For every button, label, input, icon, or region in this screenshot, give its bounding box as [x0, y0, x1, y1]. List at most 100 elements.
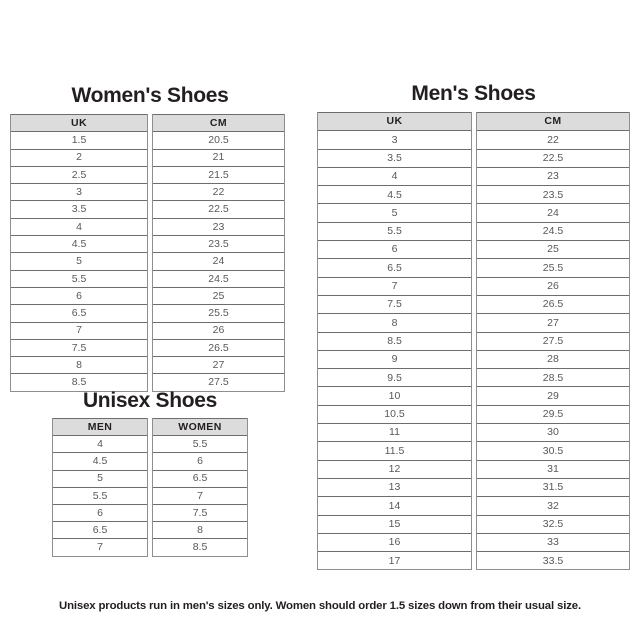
- table-cell: 7: [153, 486, 247, 504]
- table-cell: 25: [477, 240, 629, 259]
- table-cell: 25.5: [477, 258, 629, 277]
- table-cell: 27.5: [153, 373, 284, 391]
- table-cell: 6: [11, 286, 147, 305]
- table-cell: 32.5: [477, 514, 629, 533]
- table-cell: 26: [153, 321, 284, 339]
- table-cell: 8.5: [318, 331, 471, 350]
- table-cell: 6: [153, 452, 247, 470]
- table-cell: 4.5: [53, 452, 147, 470]
- table-cell: 4: [11, 217, 147, 236]
- table-cell: 7.5: [153, 503, 247, 522]
- sizing-footnote: Unisex products run in men's sizes only.…: [59, 600, 581, 612]
- column-header: CM: [477, 112, 629, 131]
- table-cell: 33.5: [477, 551, 629, 570]
- table-cell: 12: [318, 459, 471, 478]
- table-cell: 29: [477, 386, 629, 405]
- table-cell: 6: [318, 240, 471, 259]
- table-cell: 23: [153, 217, 284, 236]
- table-cell: 3.5: [11, 200, 147, 218]
- table-cell: 8: [153, 521, 247, 539]
- table-cell: 31.5: [477, 477, 629, 497]
- table-cell: 27: [153, 356, 284, 374]
- table-cell: 6.5: [153, 469, 247, 487]
- table-cell: 21.5: [153, 165, 284, 184]
- table-cell: 22.5: [477, 148, 629, 167]
- unisex-shoes-title: Unisex Shoes: [82, 389, 218, 412]
- table-cell: 31: [477, 459, 629, 478]
- table-cell: 6: [53, 503, 147, 522]
- table-cell: 21: [153, 148, 284, 166]
- table-cell: 23: [477, 166, 629, 186]
- table-cell: 26: [477, 276, 629, 295]
- table-cell: 4: [53, 435, 147, 453]
- table-cell: 20.5: [153, 131, 284, 149]
- table-cell: 6.5: [11, 304, 147, 322]
- table-cell: 9: [318, 349, 471, 369]
- table-cell: 7.5: [11, 338, 147, 357]
- table-cell: 4.5: [11, 235, 147, 253]
- table-cell: 10: [318, 386, 471, 405]
- table-cell: 8: [11, 356, 147, 374]
- table-cell: 22: [477, 130, 629, 149]
- table-cell: 3.5: [318, 148, 471, 167]
- table-cell: 25.5: [153, 304, 284, 322]
- womens-uk-column: UK 1.5 2 2.5 3 3.5 4 4.5 5 5.5 6 6.5 7 7.5 8 8.5: [10, 114, 148, 392]
- column-header: WOMEN: [153, 418, 247, 436]
- column-header: UK: [11, 114, 147, 132]
- table-cell: 5.5: [11, 269, 147, 287]
- table-cell: 11.5: [318, 441, 471, 460]
- table-cell: 28: [477, 349, 629, 369]
- table-cell: 2: [11, 148, 147, 166]
- womens-cm-column: CM 20.5 21 21.5 22 22.5 23 23.5 24 24.5 25 25.5 26 26…: [152, 114, 285, 392]
- table-cell: 17: [318, 551, 471, 570]
- table-cell: 8.5: [153, 538, 247, 556]
- table-cell: 5: [318, 203, 471, 222]
- table-cell: 26.5: [153, 338, 284, 357]
- table-cell: 6.5: [318, 258, 471, 277]
- table-cell: 28.5: [477, 368, 629, 387]
- table-cell: 32: [477, 496, 629, 515]
- mens-uk-column: UK 3 3.5 4 4.5 5 5.5 6 6.5 7 7.5 8 8.5 9 9.5 10 10.5 11 11…: [317, 112, 472, 571]
- table-cell: 9.5: [318, 368, 471, 387]
- womens-shoes-title: Women's Shoes: [71, 84, 229, 107]
- table-cell: 3: [318, 130, 471, 149]
- table-cell: 14: [318, 496, 471, 515]
- table-cell: 5: [53, 469, 147, 487]
- table-cell: 22: [153, 183, 284, 201]
- table-cell: 6.5: [53, 521, 147, 539]
- womens-shoes-table: UK 1.5 2 2.5 3 3.5 4 4.5 5 5.5 6 6.5 7 7.5 8 8.5 CM 20.5…: [10, 114, 285, 392]
- table-cell: 16: [318, 532, 471, 552]
- table-cell: 7.5: [318, 294, 471, 314]
- table-cell: 24.5: [153, 269, 284, 287]
- table-cell: 4: [318, 166, 471, 186]
- table-cell: 25: [153, 286, 284, 305]
- table-cell: 11: [318, 423, 471, 442]
- table-cell: 7: [53, 538, 147, 556]
- table-cell: 27.5: [477, 331, 629, 350]
- table-cell: 22.5: [153, 200, 284, 218]
- unisex-men-column: MEN 4 4.5 5 5.5 6 6.5 7: [52, 418, 148, 557]
- table-cell: 10.5: [318, 404, 471, 424]
- column-header: MEN: [53, 418, 147, 436]
- table-cell: 1.5: [11, 131, 147, 149]
- unisex-women-column: WOMEN 5.5 6 6.5 7 7.5 8 8.5: [152, 418, 248, 557]
- unisex-shoes-table: MEN 4 4.5 5 5.5 6 6.5 7 WOMEN 5.5 6 6.5 7 7.5 8 8.5: [52, 418, 248, 557]
- table-cell: 3: [11, 183, 147, 201]
- table-cell: 15: [318, 514, 471, 533]
- table-cell: 30: [477, 423, 629, 442]
- table-cell: 5.5: [153, 435, 247, 453]
- table-cell: 24: [153, 252, 284, 270]
- table-cell: 26.5: [477, 294, 629, 314]
- table-cell: 5: [11, 252, 147, 270]
- table-cell: 23.5: [477, 185, 629, 204]
- mens-shoes-table: UK 3 3.5 4 4.5 5 5.5 6 6.5 7 7.5 8 8.5 9 9.5 10 10.5 11 11…: [317, 112, 630, 571]
- table-cell: 24: [477, 203, 629, 222]
- table-cell: 24.5: [477, 221, 629, 241]
- table-cell: 4.5: [318, 185, 471, 204]
- table-cell: 13: [318, 477, 471, 497]
- table-cell: 8.5: [11, 373, 147, 391]
- mens-cm-column: CM 22 22.5 23 23.5 24 24.5 25 25.5 26 26.5 27 27.5 28…: [476, 112, 630, 571]
- table-cell: 7: [11, 321, 147, 339]
- table-cell: 7: [318, 276, 471, 295]
